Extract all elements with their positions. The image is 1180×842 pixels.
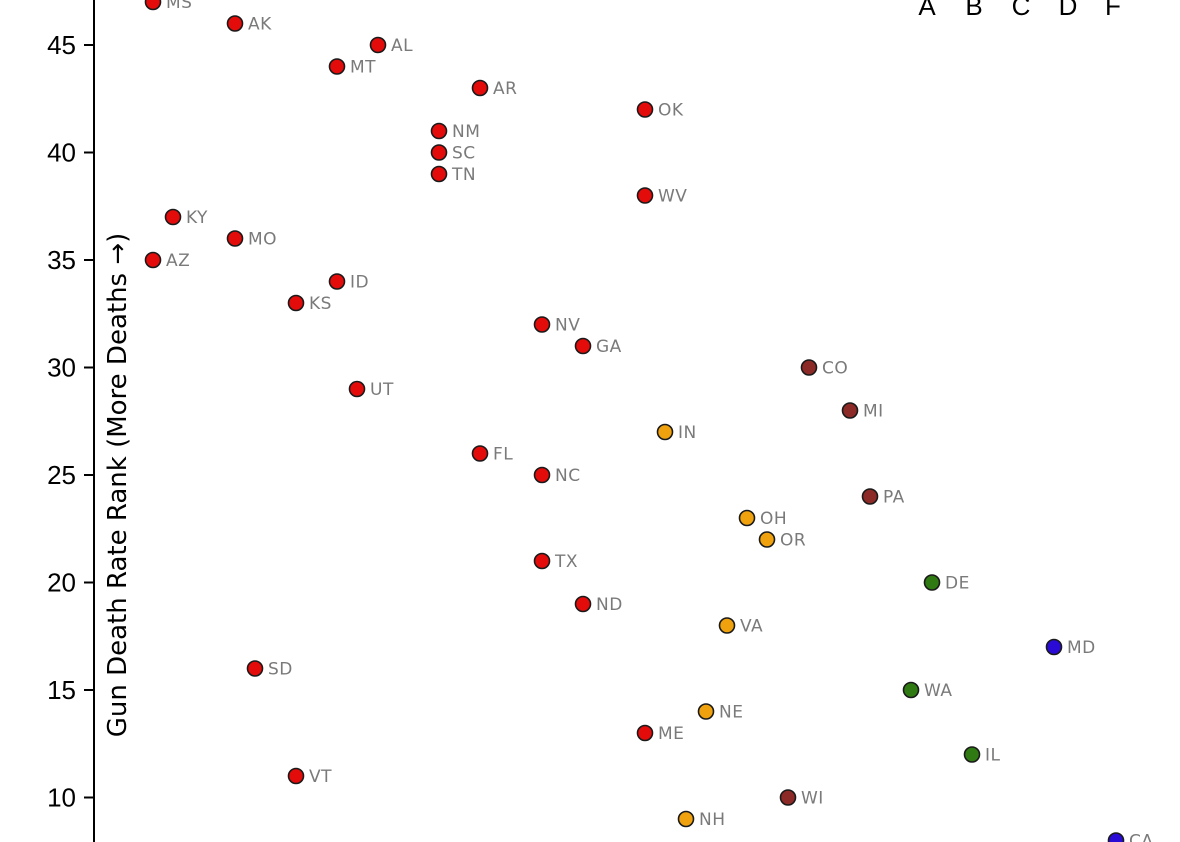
point-me bbox=[636, 724, 654, 742]
legend-grade-b: B bbox=[965, 0, 982, 21]
point-mt bbox=[328, 58, 346, 75]
point-al bbox=[369, 36, 387, 54]
point-label-sc: SC bbox=[452, 144, 476, 164]
point-sd bbox=[246, 660, 264, 677]
point-label-md: MD bbox=[1067, 638, 1096, 658]
point-md bbox=[1045, 638, 1063, 656]
legend-grade-c: C bbox=[1012, 0, 1031, 21]
point-label-az: AZ bbox=[166, 251, 190, 271]
point-mi bbox=[841, 402, 859, 419]
point-ky bbox=[164, 208, 182, 226]
point-label-ks: KS bbox=[309, 294, 332, 314]
point-label-mo: MO bbox=[248, 230, 277, 250]
point-label-fl: FL bbox=[493, 445, 513, 465]
point-tx bbox=[533, 552, 551, 570]
point-in bbox=[656, 423, 674, 441]
point-label-tx: TX bbox=[554, 552, 578, 572]
point-label-de: DE bbox=[945, 574, 970, 594]
y-axis-ticks: 10 15 20 25 30 35 40 45 bbox=[47, 30, 94, 813]
point-va bbox=[718, 617, 736, 634]
point-wi bbox=[779, 789, 797, 806]
point-label-ok: OK bbox=[658, 101, 684, 121]
point-label-al: AL bbox=[391, 36, 413, 56]
point-label-wv: WV bbox=[658, 187, 687, 207]
point-label-wa: WA bbox=[924, 681, 953, 701]
point-nv bbox=[533, 316, 551, 333]
y-tick-label: 25 bbox=[47, 460, 76, 490]
point-de bbox=[923, 574, 941, 591]
point-or bbox=[758, 531, 776, 548]
point-label-nd: ND bbox=[596, 595, 623, 615]
point-ms bbox=[144, 0, 162, 11]
point-ga bbox=[574, 337, 592, 355]
point-nh bbox=[677, 810, 695, 828]
point-ks bbox=[287, 294, 305, 312]
point-label-va: VA bbox=[740, 617, 763, 637]
point-label-ar: AR bbox=[493, 79, 517, 99]
point-ak bbox=[226, 15, 244, 32]
y-tick-label: 40 bbox=[47, 138, 76, 168]
legend-grade-a: A bbox=[918, 0, 936, 21]
point-sc bbox=[430, 144, 448, 161]
point-label-nv: NV bbox=[555, 316, 580, 336]
point-mo bbox=[226, 230, 244, 247]
point-label-nh: NH bbox=[699, 810, 726, 830]
point-label-ky: KY bbox=[186, 208, 208, 228]
point-ok bbox=[636, 101, 654, 118]
point-id bbox=[328, 273, 346, 290]
point-label-ga: GA bbox=[596, 337, 622, 357]
y-tick-label: 15 bbox=[47, 675, 76, 705]
point-ca bbox=[1107, 832, 1125, 842]
point-label-ut: UT bbox=[370, 380, 394, 400]
point-nc bbox=[533, 466, 551, 484]
y-tick-label: 45 bbox=[47, 30, 76, 60]
point-il bbox=[963, 746, 981, 763]
point-label-tn: TN bbox=[451, 165, 476, 185]
point-ar bbox=[471, 79, 489, 97]
y-tick-label: 20 bbox=[47, 568, 76, 598]
point-label-ca: CA bbox=[1129, 832, 1154, 842]
point-label-sd: SD bbox=[268, 660, 293, 680]
point-ne bbox=[697, 703, 715, 720]
point-label-or: OR bbox=[780, 531, 806, 551]
y-tick-label: 35 bbox=[47, 245, 76, 275]
point-tn bbox=[430, 165, 448, 183]
point-nd bbox=[574, 595, 592, 613]
point-az bbox=[144, 251, 162, 269]
point-label-nm: NM bbox=[452, 122, 480, 142]
point-label-co: CO bbox=[822, 359, 848, 379]
point-wa bbox=[902, 681, 920, 699]
y-tick-label: 30 bbox=[47, 353, 76, 383]
point-label-oh: OH bbox=[760, 509, 787, 529]
point-label-nc: NC bbox=[555, 466, 581, 486]
point-label-mt: MT bbox=[350, 58, 376, 78]
y-axis-title: Gun Death Rate Rank (More Deaths →) bbox=[103, 233, 133, 738]
point-label-in: IN bbox=[678, 423, 697, 443]
point-oh bbox=[738, 509, 756, 527]
point-label-wi: WI bbox=[801, 789, 824, 809]
point-label-id: ID bbox=[350, 273, 369, 293]
point-label-ne: NE bbox=[719, 703, 743, 723]
point-label-ak: AK bbox=[248, 15, 272, 35]
point-label-pa: PA bbox=[883, 488, 905, 508]
point-label-mi: MI bbox=[863, 402, 884, 422]
y-tick-label: 10 bbox=[47, 783, 76, 813]
point-label-me: ME bbox=[658, 724, 684, 744]
legend-grade-d: D bbox=[1059, 0, 1078, 21]
point-label-ms: MS bbox=[166, 0, 192, 13]
point-co bbox=[800, 359, 818, 376]
point-label-il: IL bbox=[985, 746, 1001, 766]
point-fl bbox=[471, 445, 489, 462]
point-label-vt: VT bbox=[309, 767, 332, 787]
legend-grade-f: F bbox=[1105, 0, 1121, 21]
point-nm bbox=[430, 122, 448, 140]
point-ut bbox=[348, 380, 366, 398]
point-pa bbox=[861, 488, 879, 505]
point-wv bbox=[636, 187, 654, 204]
point-vt bbox=[287, 767, 305, 785]
